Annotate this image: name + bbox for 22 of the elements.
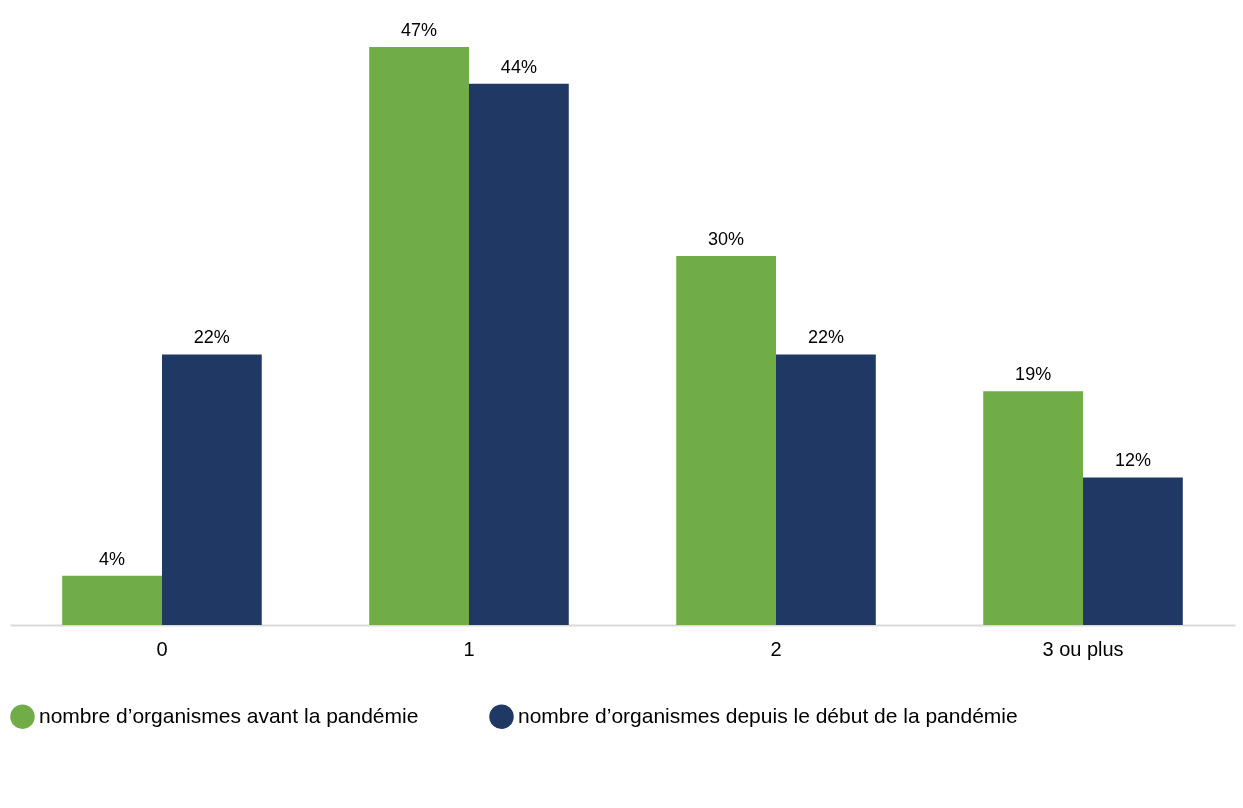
data-label: 4% xyxy=(99,548,126,569)
bar xyxy=(983,391,1084,625)
bar xyxy=(676,256,777,625)
x-tick-label: 2 xyxy=(770,637,782,660)
x-tick-label: 0 xyxy=(156,637,168,660)
data-label: 12% xyxy=(1114,450,1151,471)
data-label: 19% xyxy=(1015,364,1052,385)
data-label: 47% xyxy=(401,19,438,40)
x-tick-label: 1 xyxy=(463,637,475,660)
bar xyxy=(776,354,876,625)
bar xyxy=(1083,477,1183,625)
legend-label: nombre d’organismes depuis le début de la pandémie xyxy=(518,703,1018,727)
legend-label: nombre d’organismes avant la pandémie xyxy=(39,703,419,727)
bar xyxy=(468,83,569,625)
data-label: 22% xyxy=(807,327,844,348)
data-label: 44% xyxy=(500,56,537,77)
bar xyxy=(161,354,262,625)
data-label: 30% xyxy=(708,229,745,249)
bar xyxy=(369,46,469,625)
x-tick-label: 3 ou plus xyxy=(1042,637,1124,660)
bar xyxy=(62,575,162,625)
data-label: 22% xyxy=(193,327,230,348)
